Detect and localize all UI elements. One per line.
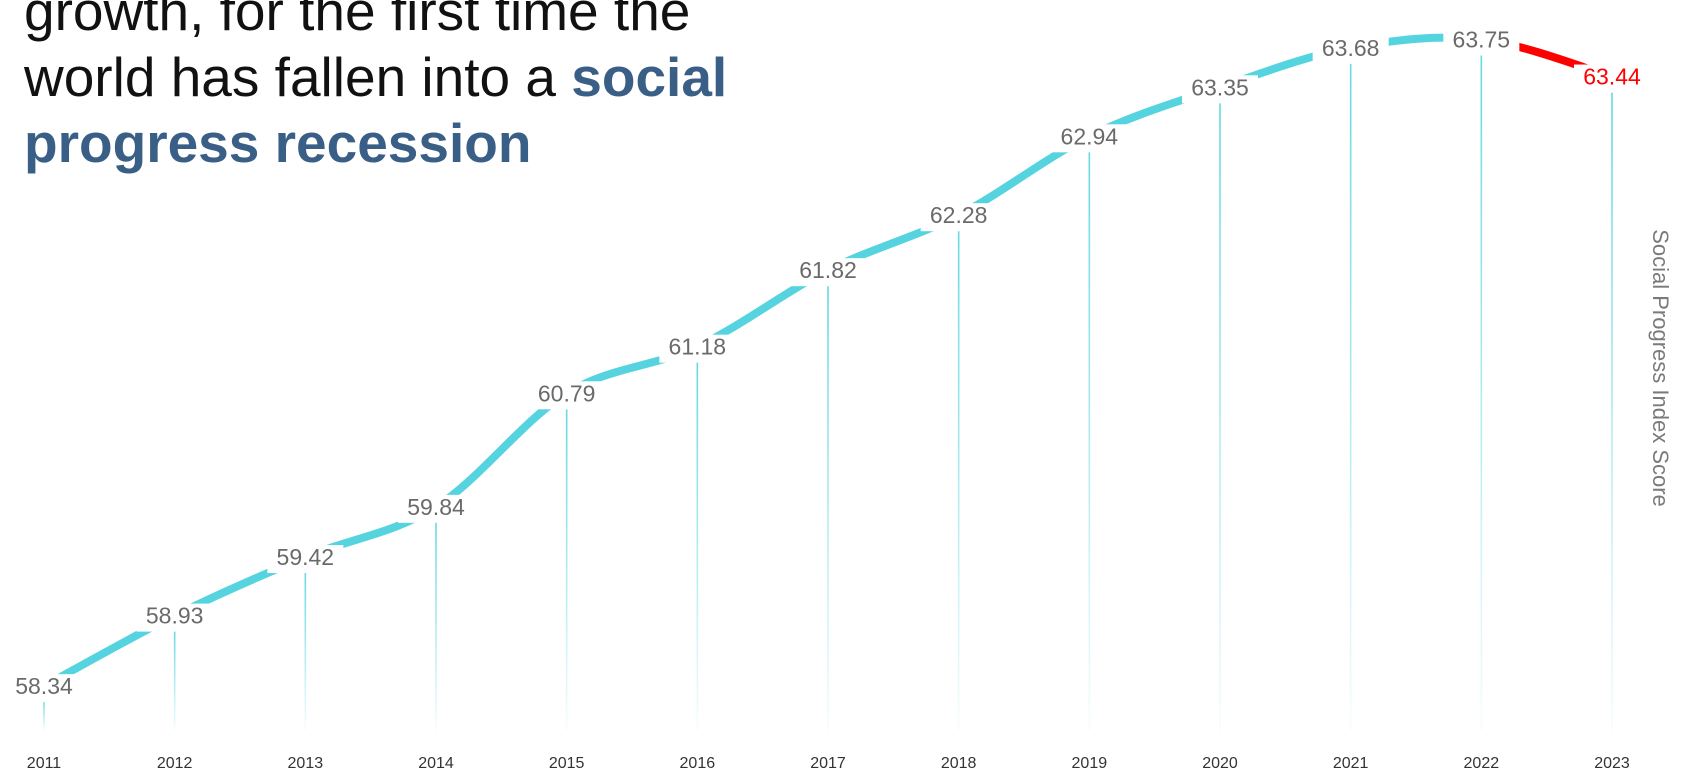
data-labels: 58.34 58.93 59.42 59.84 60.79 61.18 61.82 62.28… — [6, 26, 1650, 703]
x-tick-label-2015: 2015 — [549, 755, 585, 772]
data-label-2019: 62.94 — [1061, 123, 1119, 149]
drop-line-2021 — [1349, 59, 1352, 731]
x-tick-label-2023: 2023 — [1594, 755, 1630, 772]
drop-line-2020 — [1219, 99, 1221, 730]
x-tick-label-2021: 2021 — [1333, 755, 1369, 772]
x-tick-label-2012: 2012 — [157, 755, 193, 772]
x-tick-label-2019: 2019 — [1072, 755, 1108, 772]
data-label-halo — [528, 381, 605, 410]
drop-line-2023 — [1611, 88, 1613, 730]
drop-line-2014 — [435, 518, 437, 730]
data-label-2011: 58.34 — [15, 673, 73, 699]
data-label-2015: 60.79 — [538, 380, 596, 406]
data-label-halo — [6, 674, 82, 703]
data-label-2022: 63.75 — [1453, 26, 1511, 52]
data-label-2014: 59.84 — [407, 494, 465, 520]
data-label-halo — [790, 258, 866, 287]
data-label-2017: 61.82 — [799, 257, 857, 283]
data-label-2020: 63.35 — [1191, 74, 1249, 100]
x-tick-label-2013: 2013 — [288, 755, 324, 772]
drop-line-2016 — [696, 358, 699, 730]
data-label-2013: 59.42 — [277, 544, 335, 570]
drop-line-2018 — [957, 227, 960, 730]
x-tick-label-2014: 2014 — [418, 755, 454, 772]
data-label-halo — [1574, 64, 1650, 93]
data-label-halo — [136, 603, 213, 632]
data-label-halo — [398, 494, 474, 523]
headline-highlight-social: social — [571, 46, 728, 108]
drop-line-2015 — [565, 405, 568, 730]
data-label-halo — [1312, 35, 1389, 64]
data-label-2018: 62.28 — [930, 202, 988, 228]
data-label-halo — [920, 203, 997, 232]
headline-line-2: world has fallen into a — [24, 46, 572, 108]
drop-line-2013 — [304, 569, 307, 730]
data-label-2023: 63.44 — [1583, 64, 1641, 90]
data-label-halo — [1443, 27, 1520, 56]
data-label-2021: 63.68 — [1322, 35, 1380, 61]
drop-line-2022 — [1480, 51, 1483, 731]
drop-line-2017 — [827, 282, 829, 730]
y-axis-label: Social Progress Index Score — [1648, 229, 1673, 507]
line-segment-2014-2015 — [433, 389, 569, 511]
drop-lines — [43, 51, 1613, 731]
x-tick-label-2018: 2018 — [941, 755, 977, 772]
drop-line-2012 — [173, 627, 176, 730]
drop-line-2011 — [43, 698, 45, 730]
x-tick-label-2022: 2022 — [1464, 755, 1500, 772]
data-label-halo — [267, 545, 344, 574]
x-tick-label-2011: 2011 — [27, 755, 62, 772]
headline-line-1: growth, for the first time the — [24, 0, 691, 42]
drop-line-2019 — [1088, 148, 1091, 731]
data-label-halo — [1182, 75, 1258, 104]
data-label-halo — [1051, 124, 1128, 153]
data-label-halo — [659, 334, 736, 363]
data-label-2016: 61.18 — [669, 334, 727, 360]
headline-highlight-progress-recession: progress recession — [24, 112, 532, 174]
x-tick-label-2017: 2017 — [810, 755, 846, 772]
data-label-2012: 58.93 — [146, 603, 204, 629]
x-tick-label-2016: 2016 — [680, 755, 716, 772]
x-tick-label-2020: 2020 — [1202, 755, 1238, 772]
headline: growth, for the first time the world has … — [24, 0, 844, 176]
x-axis-ticks: 2011 2012 2013 2014 2015 2016 2017 2018 2019 2020… — [27, 755, 1630, 772]
